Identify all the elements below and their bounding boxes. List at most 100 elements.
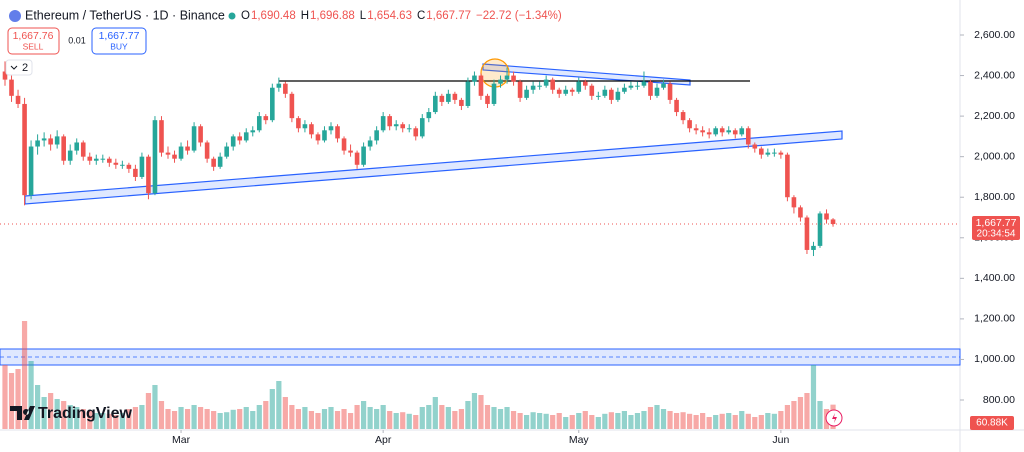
candle-body [322,130,327,141]
volume-bar [158,401,165,429]
volume-bar [543,413,549,429]
volume-bar [569,415,575,429]
candle-body [491,83,497,104]
volume-bar [341,409,347,429]
candle-body [511,75,516,82]
candle-body [54,136,60,145]
candle-body [139,156,145,177]
volume-bar [693,415,699,429]
highlight-circle [480,58,510,88]
candle-body [745,128,751,145]
bolt [832,413,837,423]
volume-bar [93,413,99,429]
candle-body [635,85,640,87]
candle-body [732,130,738,135]
indicator-toggle[interactable] [5,59,33,76]
candle-body [485,95,490,104]
volume-bar [563,417,569,429]
volume-bar [132,407,138,429]
volume-bar [817,401,823,429]
volume-bar [152,385,158,429]
candle-body [726,130,732,133]
candle-body [824,213,829,220]
x-tick-label: May [569,434,590,446]
volume-bar [380,405,386,429]
candle-body [524,89,529,98]
volume-bar [204,409,210,429]
candle-body [759,148,764,155]
field-key: O [241,10,250,22]
candle-body [67,150,73,161]
y-tick-label: 2,000.00 [974,150,1015,162]
symbol-icon [9,10,21,22]
candle-body [693,128,699,131]
candle-body [198,126,203,143]
y-tick-label: 1,200.00 [974,313,1015,325]
volume-bar [243,407,249,429]
volume-bar [615,413,621,429]
buy-button[interactable] [91,27,147,55]
candle-body [74,142,80,151]
volume-bar [576,413,582,429]
candle-body [654,87,660,96]
volume-bar [784,405,790,429]
volume-bar [550,415,556,429]
sell-label: SELL [23,41,44,51]
candle-body [328,126,334,131]
candle-body [250,130,256,133]
field-value: 1,667.77 [426,10,471,22]
brand: TradingView [38,405,133,422]
volume-bar [67,405,73,429]
y-tick-label: 2,600.00 [974,29,1015,41]
volume-bar [35,385,41,429]
countdown: 20:34:54 [977,229,1016,240]
volume-bar [726,413,732,429]
volume-bar [334,411,341,429]
candle-body [35,140,40,147]
volume-bar [608,412,614,429]
volume-bar [256,405,262,429]
volume-bar [263,401,269,429]
candle-body [48,138,53,145]
volume-bar [308,411,315,429]
volume-bar [100,413,106,429]
volume-bar [647,407,654,429]
volume-bar [621,411,627,429]
last-price-box [972,216,1020,241]
candle-body [569,89,575,92]
field-key: L [360,10,367,22]
volume-bar [106,413,112,429]
candle-body [172,154,177,159]
candle-body [126,164,132,169]
volume-bar [732,415,738,429]
candle-body [243,132,249,141]
ohlc-fields: O 1,690.48 H 1,696.88 L 1,654.63 C 1,667.77 [241,10,471,22]
volume-bar [276,381,282,429]
candle-body [113,162,119,165]
volume-bar [282,397,288,429]
candle-body [361,146,366,165]
candle-body [367,140,373,147]
candle-body [622,87,627,92]
candle-body [22,103,27,196]
volume-bar [289,405,295,429]
candle-body [563,89,569,94]
candle-body [452,93,458,100]
volume-bar [432,397,438,429]
volume-bar [393,413,399,429]
volume-bar [361,401,367,429]
volume-bar [504,407,510,429]
candle-body [335,126,340,139]
candle-body [387,116,392,127]
candle-body [465,81,471,106]
candle-body [700,130,705,133]
volume-bar [184,409,191,429]
volume-bar [178,407,184,429]
sell-button[interactable] [7,27,60,55]
buy-label: BUY [110,41,128,51]
volume-bar [654,405,660,429]
candle-body [439,95,445,102]
y-tick-label: 1,000.00 [974,353,1015,365]
volume-bar [165,409,171,429]
